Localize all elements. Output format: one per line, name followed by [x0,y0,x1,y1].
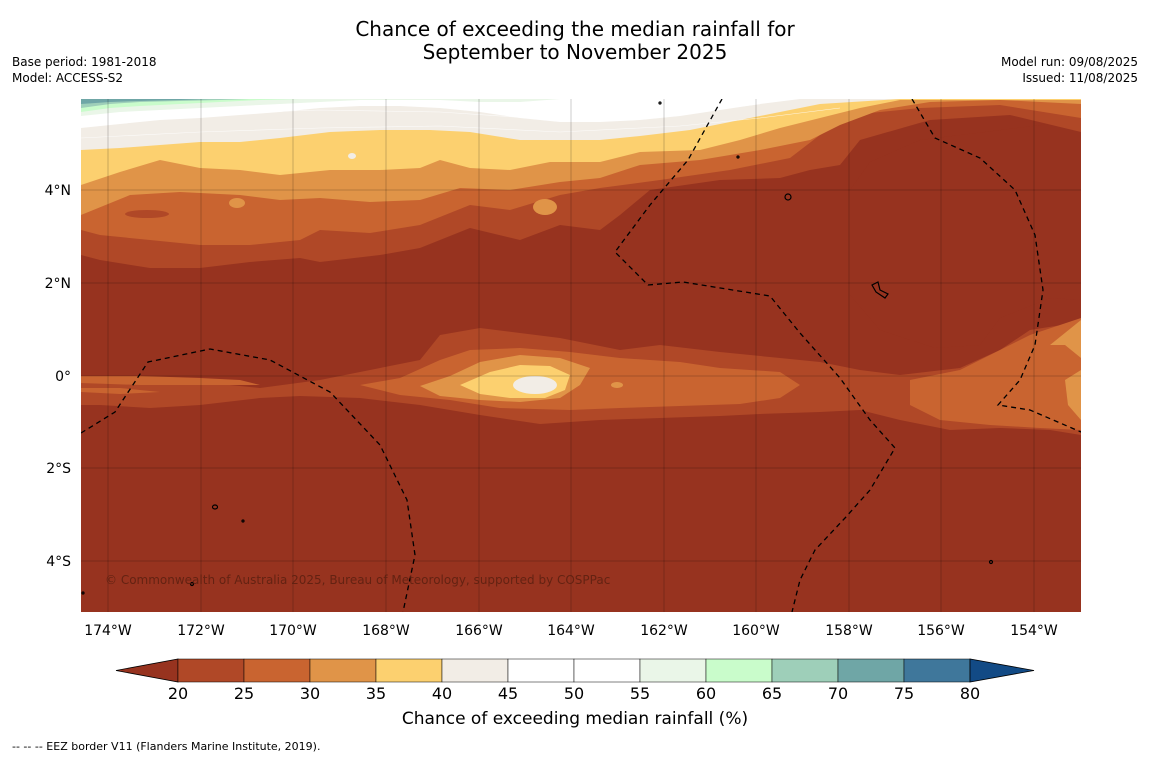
colorbar-tick-label: 60 [695,684,717,703]
colorbar-segment [771,658,839,683]
lon-label: 174°W [84,623,132,639]
lon-label: 170°W [269,623,317,639]
colorbar-title: Chance of exceeding median rainfall (%) [401,709,749,729]
map-title: Chance of exceeding the median rainfall … [0,18,1150,64]
colorbar [115,658,1035,683]
lat-label: 2°N [45,276,71,292]
colorbar-extend-high [969,658,1035,683]
lon-label: 172°W [177,623,225,639]
title-line-1: Chance of exceeding the median rainfall … [355,17,795,41]
colorbar-tick-label: 50 [563,684,585,703]
colorbar-segment [375,658,443,683]
lon-label: 158°W [825,623,873,639]
lon-label: 160°W [732,623,780,639]
lon-label: 164°W [547,623,595,639]
latitude-labels: 4°N 2°N 0° 2°S 4°S [45,183,72,570]
colorbar-tick-label: 30 [299,684,321,703]
lat-label: 0° [55,369,71,385]
model-name: Model: ACCESS-S2 [12,71,124,85]
colorbar-tick-label: 25 [233,684,255,703]
colorbar-tick-label: 70 [827,684,849,703]
colorbar-segment [705,658,773,683]
colorbar-tick-label: 65 [761,684,783,703]
colorbar-tick-label: 75 [893,684,915,703]
model-info: Base period: 1981-2018 Model: ACCESS-S2 [12,54,157,86]
map-canvas: © Commonwealth of Australia 2025, Bureau… [45,99,1081,683]
lat-label: 4°N [45,183,71,199]
eez-legend-note: -- -- -- EEZ border V11 (Flanders Marine… [12,740,321,753]
rainfall-probability-field [81,99,1081,612]
eez-borders [81,99,1081,612]
lon-label: 168°W [362,623,410,639]
colorbar-tick-label: 35 [365,684,387,703]
colorbar-segment [507,658,575,683]
colorbar-tick-label: 20 [167,684,189,703]
colorbar-tick-label: 80 [959,684,981,703]
lon-label: 156°W [917,623,965,639]
lon-label: 162°W [640,623,688,639]
lon-label: 166°W [455,623,503,639]
colorbar-segment [903,658,971,683]
gridlines [81,99,1081,612]
colorbar-tick-label: 40 [431,684,453,703]
copyright-text: © Commonwealth of Australia 2025, Bureau… [105,573,610,587]
run-info: Model run: 09/08/2025 Issued: 11/08/2025 [1001,54,1138,86]
colorbar-segment [639,658,707,683]
title-line-2: September to November 2025 [422,40,728,64]
colorbar-segment [309,658,377,683]
colorbar-segment [243,658,311,683]
base-period: Base period: 1981-2018 [12,55,157,69]
lat-label: 4°S [46,554,71,570]
colorbar-segment [441,658,509,683]
colorbar-extend-low [115,658,179,683]
colorbar-tick-label: 45 [497,684,519,703]
model-run-date: Model run: 09/08/2025 [1000,55,1138,69]
colorbar-segment [177,658,245,683]
longitude-labels: 174°W 172°W 170°W 168°W 166°W 164°W 162°… [84,623,1058,639]
colorbar-tick-label: 55 [629,684,651,703]
issued-date: Issued: 11/08/2025 [1022,71,1138,85]
islands [81,101,994,595]
colorbar-segment [573,658,641,683]
colorbar-segment [837,658,905,683]
lat-label: 2°S [46,461,71,477]
lon-label: 154°W [1010,623,1058,639]
